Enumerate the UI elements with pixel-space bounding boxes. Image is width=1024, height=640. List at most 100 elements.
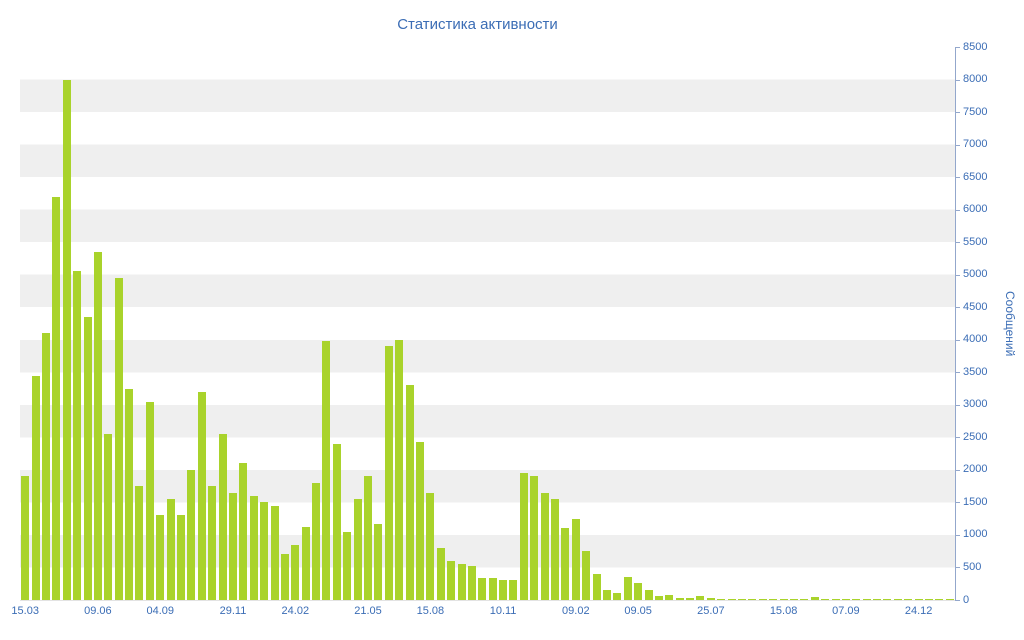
bar xyxy=(405,385,414,600)
y-tick-mark xyxy=(955,339,960,341)
bar xyxy=(93,251,102,600)
y-tick-label: 8000 xyxy=(963,73,988,86)
y-tick-mark xyxy=(955,437,960,439)
bar xyxy=(738,599,747,600)
y-tick-mark xyxy=(955,209,960,211)
bar xyxy=(83,317,92,600)
bar xyxy=(467,565,476,600)
bar xyxy=(187,469,196,600)
bar xyxy=(509,580,518,600)
x-tick-label: 04.09 xyxy=(146,605,175,617)
bar xyxy=(717,599,726,600)
y-tick-mark xyxy=(955,567,960,569)
bar xyxy=(654,596,663,600)
chart-title: Статистика активности xyxy=(397,16,558,33)
bar xyxy=(675,598,684,600)
bar xyxy=(73,271,82,600)
bar xyxy=(312,482,321,600)
bar xyxy=(530,476,539,600)
bar xyxy=(914,599,923,600)
bar xyxy=(457,564,466,600)
y-tick-mark xyxy=(955,534,960,536)
bar xyxy=(114,277,123,600)
bar xyxy=(52,196,61,600)
bar xyxy=(426,492,435,600)
y-tick-mark xyxy=(955,372,960,374)
x-tick-label: 07.09 xyxy=(832,605,860,617)
bar xyxy=(841,599,850,600)
x-tick-label: 10.11 xyxy=(489,605,517,617)
plot-area xyxy=(20,47,955,601)
bar xyxy=(415,442,424,600)
bar xyxy=(436,547,445,600)
y-tick-label: 4000 xyxy=(963,333,988,346)
y-tick-label: 6000 xyxy=(963,203,988,216)
bar xyxy=(925,599,934,600)
bar xyxy=(821,599,830,600)
bar xyxy=(270,505,279,600)
y-tick-label: 7000 xyxy=(963,138,988,151)
x-tick-label: 15.08 xyxy=(416,605,445,617)
y-tick-label: 3500 xyxy=(963,365,988,378)
y-tick-mark xyxy=(955,469,960,471)
bar xyxy=(280,554,289,600)
bar xyxy=(748,599,757,600)
x-tick-label: 24.12 xyxy=(904,605,933,617)
bar xyxy=(883,599,892,600)
y-tick-mark xyxy=(955,404,960,406)
y-axis-line xyxy=(955,47,956,601)
y-tick-label: 6500 xyxy=(963,170,988,183)
bar xyxy=(322,341,331,600)
y-tick-label: 3000 xyxy=(963,398,988,411)
bar xyxy=(301,527,310,600)
bar xyxy=(696,596,705,600)
bar xyxy=(332,443,341,600)
bar xyxy=(364,476,373,600)
bar xyxy=(353,499,362,600)
y-tick-label: 5000 xyxy=(963,268,988,281)
bar xyxy=(706,598,715,600)
bar xyxy=(665,594,674,600)
bar xyxy=(260,502,269,600)
y-tick-mark xyxy=(955,177,960,179)
bar xyxy=(540,492,549,600)
bar xyxy=(852,599,861,600)
bar xyxy=(571,518,580,600)
bar xyxy=(644,590,653,600)
bar xyxy=(395,339,404,600)
bar xyxy=(197,391,206,600)
bar xyxy=(208,486,217,600)
y-tick-mark xyxy=(955,144,960,146)
y-tick-mark xyxy=(955,307,960,309)
y-tick-mark xyxy=(955,274,960,276)
y-tick-mark xyxy=(955,79,960,81)
bar xyxy=(779,599,788,600)
y-tick-label: 0 xyxy=(963,593,970,606)
bar xyxy=(602,589,611,600)
bar xyxy=(125,388,134,600)
bar xyxy=(488,577,497,600)
bar xyxy=(31,375,40,600)
bar xyxy=(769,599,778,600)
bar xyxy=(686,598,695,600)
y-tick-mark xyxy=(955,502,960,504)
bar xyxy=(727,599,736,600)
bar xyxy=(551,499,560,600)
bar xyxy=(478,577,487,600)
y-tick-label: 2500 xyxy=(963,430,988,443)
y-tick-label: 500 xyxy=(963,560,982,573)
bar xyxy=(904,599,913,600)
bar xyxy=(592,573,601,600)
bar xyxy=(862,599,871,600)
bar xyxy=(935,599,944,600)
bar xyxy=(582,551,591,600)
y-tick-label: 4500 xyxy=(963,300,988,313)
bar xyxy=(343,531,352,600)
bar xyxy=(145,401,154,600)
y-tick-label: 1000 xyxy=(963,528,988,541)
y-axis-title: Сообщений xyxy=(1003,290,1017,357)
bar xyxy=(104,434,113,600)
bar xyxy=(374,523,383,600)
bar xyxy=(239,463,248,600)
bar xyxy=(561,528,570,600)
